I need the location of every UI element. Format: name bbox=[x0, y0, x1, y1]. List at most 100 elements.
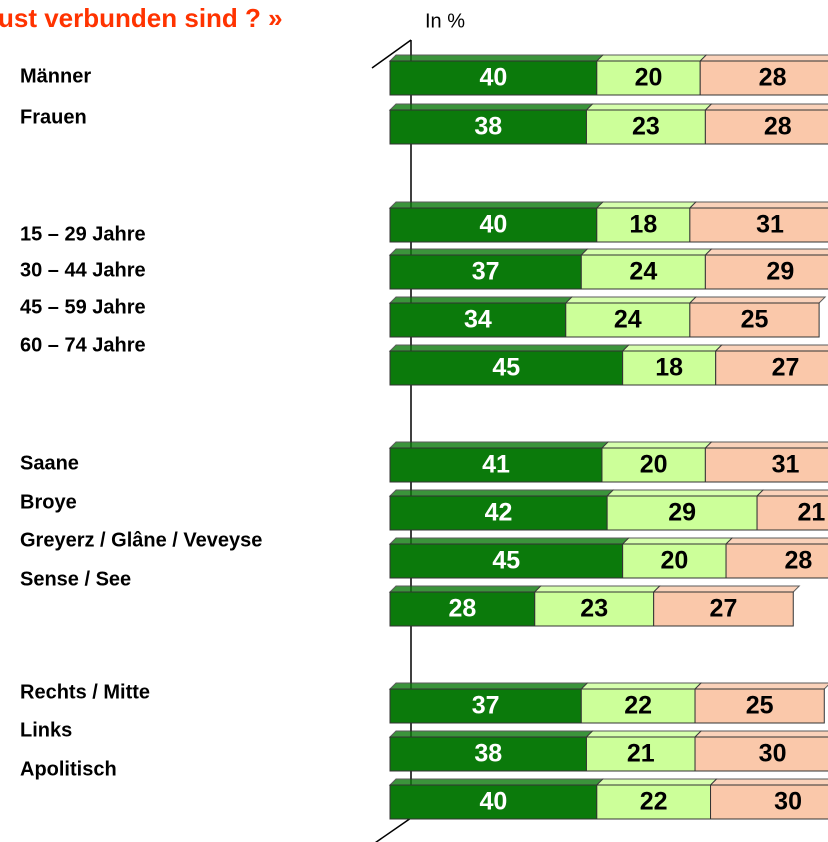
bar-top bbox=[388, 730, 594, 738]
value-label: 29 bbox=[766, 258, 794, 286]
value-label: 24 bbox=[629, 258, 657, 286]
value-label: 42 bbox=[485, 499, 513, 527]
value-label: 28 bbox=[448, 595, 476, 623]
bar-top bbox=[564, 296, 698, 304]
value-label: 23 bbox=[580, 595, 608, 623]
bar-top bbox=[600, 441, 713, 449]
value-label: 40 bbox=[479, 64, 507, 92]
bar-segment bbox=[389, 447, 603, 483]
bar-top bbox=[621, 537, 734, 545]
category-label: 60 – 74 Jahre bbox=[20, 334, 146, 356]
axis-floor bbox=[371, 39, 412, 69]
bar-top bbox=[388, 54, 605, 62]
value-label: 29 bbox=[668, 499, 696, 527]
value-label: 22 bbox=[640, 788, 668, 816]
value-label: 37 bbox=[472, 258, 500, 286]
category-label: Broye bbox=[20, 491, 77, 513]
bar-segment bbox=[596, 207, 691, 243]
value-label: 24 bbox=[614, 306, 642, 334]
value-label: 21 bbox=[627, 740, 655, 768]
bar-top bbox=[388, 537, 630, 545]
category-label: Saane bbox=[20, 452, 79, 474]
bar-segment bbox=[389, 350, 624, 386]
value-label: 20 bbox=[660, 547, 688, 575]
value-label: 40 bbox=[479, 211, 507, 239]
category-label: 30 – 44 Jahre bbox=[20, 259, 146, 281]
bar-top bbox=[755, 489, 828, 497]
unit-label: In % bbox=[425, 10, 465, 32]
bar-top bbox=[388, 201, 605, 209]
bar-segment bbox=[725, 543, 828, 579]
value-label: 27 bbox=[772, 354, 800, 382]
bar-top bbox=[388, 103, 594, 111]
value-label: 25 bbox=[746, 692, 774, 720]
bar-segment bbox=[694, 736, 828, 772]
bar-segment bbox=[689, 302, 820, 338]
bar-top bbox=[580, 248, 713, 256]
value-label: 20 bbox=[635, 64, 663, 92]
bar-top bbox=[714, 344, 828, 352]
bar-segment bbox=[389, 784, 598, 820]
bar-top bbox=[580, 682, 703, 690]
bar-top bbox=[388, 441, 610, 449]
bar-segment bbox=[689, 207, 828, 243]
value-label: 31 bbox=[756, 211, 784, 239]
category-label: Links bbox=[20, 719, 72, 741]
bar-segment bbox=[704, 109, 828, 145]
value-label: 28 bbox=[759, 64, 787, 92]
category-label: Apolitisch bbox=[20, 758, 117, 780]
bar-segment bbox=[622, 350, 717, 386]
bar-top bbox=[388, 296, 573, 304]
bar-top bbox=[595, 201, 698, 209]
bar-segment bbox=[389, 60, 598, 96]
bar-top bbox=[533, 585, 661, 593]
value-label: 23 bbox=[632, 113, 660, 141]
bar-segment bbox=[389, 495, 608, 531]
bar-segment bbox=[534, 591, 655, 627]
bar-segment bbox=[596, 60, 701, 96]
value-label: 30 bbox=[774, 788, 802, 816]
bar-segment bbox=[596, 784, 712, 820]
category-label: Männer bbox=[20, 65, 91, 87]
bar-segment bbox=[565, 302, 691, 338]
value-label: 31 bbox=[772, 451, 800, 479]
category-label: 15 – 29 Jahre bbox=[20, 223, 146, 245]
bar-top bbox=[704, 103, 828, 111]
bar-top bbox=[388, 489, 615, 497]
bar-segment bbox=[704, 447, 828, 483]
category-label: 45 – 59 Jahre bbox=[20, 296, 146, 318]
bar-top bbox=[652, 585, 801, 593]
value-label: 21 bbox=[797, 499, 825, 527]
value-label: 20 bbox=[640, 451, 668, 479]
bar-top bbox=[704, 441, 828, 449]
plot: Männer 40 20 28 Frauen 38 23 28 15 – 29 Jahre 40 1… bbox=[20, 54, 828, 820]
value-label: 41 bbox=[482, 451, 510, 479]
category-label: Frauen bbox=[20, 106, 87, 128]
bar-segment bbox=[699, 60, 828, 96]
value-label: 38 bbox=[474, 113, 502, 141]
bar-segment bbox=[389, 688, 582, 724]
bar-segment bbox=[580, 254, 706, 290]
category-label: Rechts / Mitte bbox=[20, 681, 150, 703]
bar-segment bbox=[601, 447, 706, 483]
bar-top bbox=[585, 103, 713, 111]
value-label: 45 bbox=[492, 547, 520, 575]
value-label: 18 bbox=[655, 354, 683, 382]
bar-segment bbox=[694, 688, 825, 724]
value-label: 30 bbox=[759, 740, 787, 768]
value-label: 40 bbox=[479, 788, 507, 816]
bar-top bbox=[621, 344, 723, 352]
chart-title: ust verbunden sind ? » bbox=[0, 3, 283, 33]
bar-top bbox=[585, 730, 703, 738]
bar-top bbox=[595, 54, 708, 62]
value-label: 18 bbox=[629, 211, 657, 239]
value-label: 37 bbox=[472, 692, 500, 720]
bar-top bbox=[688, 201, 828, 209]
bar-top bbox=[388, 778, 605, 786]
value-label: 34 bbox=[464, 306, 492, 334]
bar-segment bbox=[389, 254, 582, 290]
bar-top bbox=[693, 682, 828, 690]
bar-top bbox=[704, 248, 828, 256]
axis-floor bbox=[375, 817, 412, 842]
